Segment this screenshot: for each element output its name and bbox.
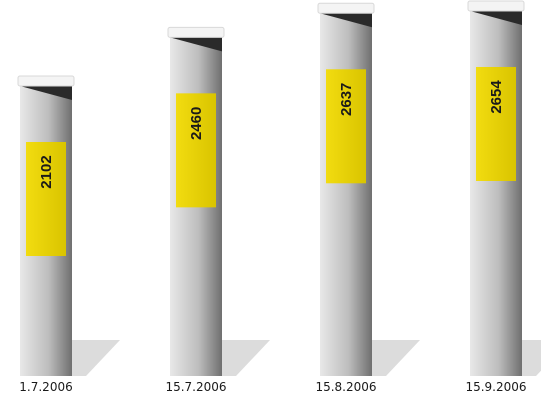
data-label: 2102 (38, 155, 55, 188)
data-label: 2654 (488, 80, 505, 114)
bar (470, 10, 522, 376)
x-tick-label: 15.7.2006 (165, 380, 226, 394)
x-tick-label: 1.7.2006 (19, 380, 72, 394)
bar-group: 2460 15.7.2006 (165, 26, 270, 394)
data-label: 2637 (338, 83, 355, 116)
bar-cap-shadow (470, 10, 522, 25)
bar-cap-shadow (170, 37, 222, 52)
x-tick-label: 15.9.2006 (465, 380, 526, 394)
bar-group: 2654 15.9.2006 (465, 0, 541, 394)
bar-cap-shadow (20, 86, 72, 100)
bar-cap-shadow (320, 13, 372, 28)
value-label-box (326, 69, 366, 184)
bar (320, 13, 372, 377)
value-label-box (26, 142, 66, 256)
bar-group: 2102 1.7.2006 (17, 75, 120, 394)
bar-cap (317, 2, 375, 14)
bar-cap (167, 26, 225, 38)
bar-group: 2637 15.8.2006 (315, 2, 420, 394)
data-label: 2460 (188, 107, 205, 140)
value-label-box (176, 93, 216, 208)
x-tick-label: 15.8.2006 (315, 380, 376, 394)
bar-cap (17, 75, 75, 87)
value-label-box (476, 66, 516, 181)
bar-cap (467, 0, 525, 12)
